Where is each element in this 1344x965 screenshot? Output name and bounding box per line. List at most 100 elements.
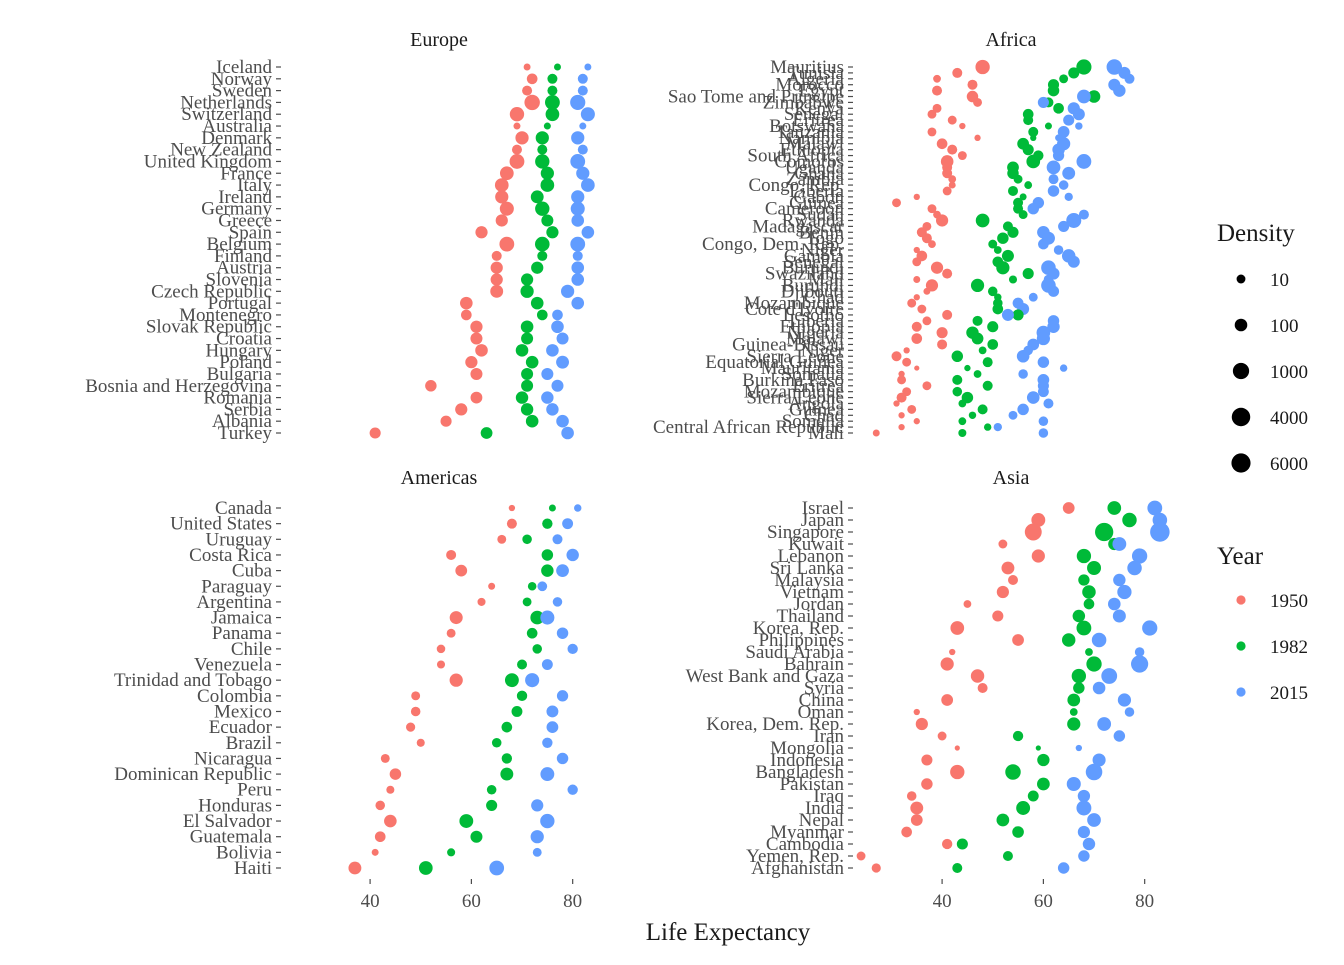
country-label: Brazil [226,733,272,754]
point-2015 [531,799,544,812]
point-1982 [988,239,998,249]
point-2015 [1077,789,1091,803]
country-label: Somalia [782,411,845,432]
country-label: Greece [218,210,272,231]
country-label: India [805,798,845,819]
country-label: New Zealand [170,140,272,161]
point-1950 [930,261,944,274]
point-1950 [460,296,473,310]
point-1982 [975,213,990,228]
x-tick-label: 60 [1034,891,1053,912]
country-label: Finland [214,246,273,267]
point-2015 [541,659,553,670]
point-2015 [1131,655,1149,673]
point-1982 [1087,561,1102,575]
point-1982 [554,63,561,71]
point-1982 [1007,226,1019,238]
point-1982 [535,131,549,145]
point-2015 [570,201,585,216]
country-label: Mexico [214,701,272,722]
country-label: Rwanda [782,210,845,231]
point-1982 [1061,633,1076,647]
country-label: Japan [801,510,845,531]
point-1982 [521,332,534,345]
point-1982 [540,166,554,180]
point-1950 [1008,575,1018,585]
country-label: United Kingdom [144,151,272,172]
point-1950 [913,246,920,254]
point-2015 [541,391,554,404]
point-1982 [1028,126,1039,137]
point-1982 [958,428,967,438]
country-label: Nicaragua [194,748,273,769]
point-2015 [1150,522,1170,542]
point-1950 [925,279,939,292]
point-2015 [1036,331,1051,346]
country-label: Bosnia and Herzegovina [85,376,272,397]
point-1982 [521,379,534,392]
point-1982 [1022,268,1034,280]
point-1982 [1085,648,1093,656]
point-1982 [1122,512,1137,528]
point-1982 [952,386,963,397]
point-1950 [411,691,421,701]
country-label: Namibia [779,128,845,149]
point-1950 [455,403,468,416]
point-2015 [1087,813,1101,827]
point-1982 [537,250,548,261]
point-1982 [1013,174,1023,184]
point-1982 [993,246,1002,254]
point-1982 [530,610,545,625]
point-2015 [1147,500,1163,516]
country-label: Germany [201,199,272,220]
country-label: Mozambique [744,382,844,403]
point-1950 [1001,561,1015,575]
country-label: Peru [237,780,272,801]
country-label: Eritrea [792,376,844,397]
point-1950 [937,731,947,741]
country-label: Yemen, Rep. [746,846,844,867]
point-1950 [903,347,910,354]
point-1982 [1107,501,1122,515]
country-label: United States [170,514,272,535]
country-label: Cameroon [765,199,845,220]
country-label: Trinidad and Tobago [114,670,272,691]
point-2015 [1008,410,1018,420]
legend-size-label: 4000 [1270,408,1308,429]
point-1982 [1035,745,1041,751]
country-label: Malawi [786,134,844,155]
country-label: Myanmar [770,822,845,843]
point-1950 [389,768,402,780]
point-2015 [577,85,588,96]
point-1950 [856,851,866,861]
point-2015 [1064,192,1073,202]
country-label: China [799,690,845,711]
legend-year-label: 1982 [1270,637,1308,658]
country-label: Malaysia [774,570,844,591]
point-1950 [942,186,952,196]
point-1982 [952,863,963,873]
point-2015 [584,63,592,71]
country-label: Bahrain [784,654,845,675]
point-1982 [486,784,497,795]
country-label: Mozambique [744,293,844,314]
point-1950 [1012,634,1024,646]
point-1982 [1047,84,1060,97]
point-1982 [956,838,968,850]
point-2015 [580,107,595,122]
point-2015 [1037,96,1049,108]
point-1982 [534,236,550,252]
country-label: Bangladesh [755,762,844,783]
point-2015 [546,721,559,734]
point-1982 [532,644,542,654]
point-1950 [927,204,937,214]
country-label: Australia [202,116,272,137]
point-1950 [898,412,905,419]
point-1982 [982,357,993,368]
point-1982 [951,350,964,362]
country-label: Burkina Faso [742,370,844,391]
country-label: Sierra Leone [746,388,844,409]
point-1982 [971,332,984,345]
point-1982 [520,320,534,334]
country-label: Togo [805,228,844,249]
